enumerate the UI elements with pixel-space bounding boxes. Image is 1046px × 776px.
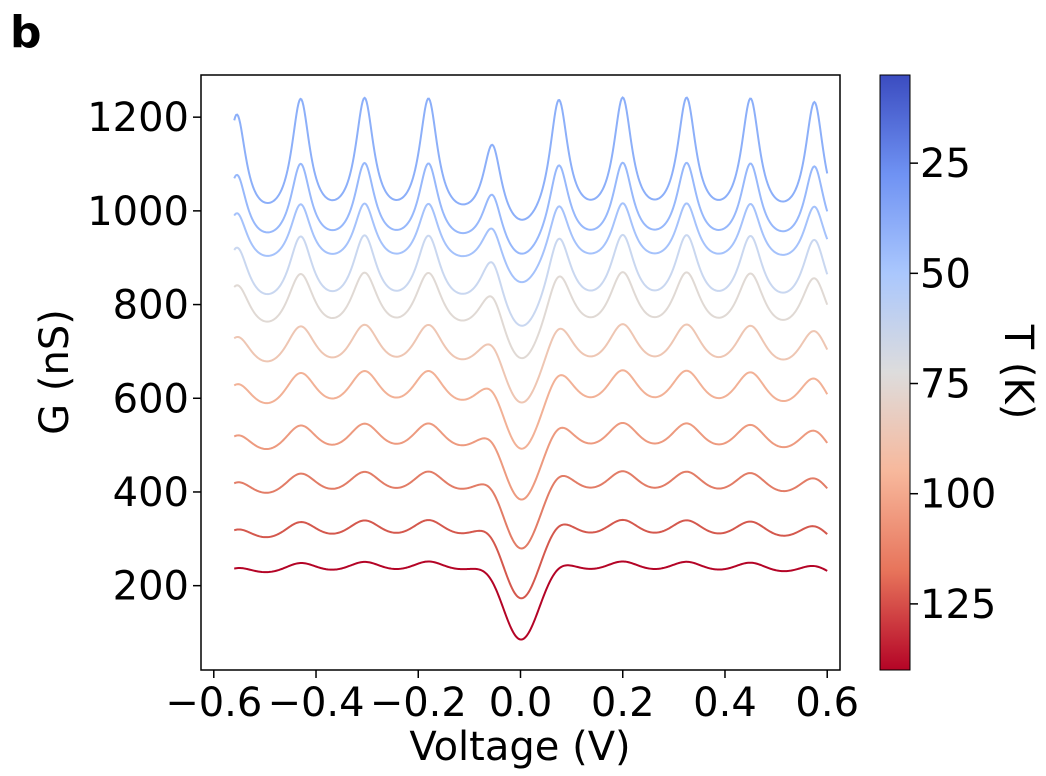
y-tick-label: 400 — [113, 470, 189, 516]
y-tick-label: 600 — [113, 376, 189, 422]
y-tick-label: 1000 — [87, 189, 189, 235]
colorbar-tick-label: 75 — [920, 362, 971, 408]
y-tick-label: 200 — [113, 564, 189, 610]
colorbar-label: T (K) — [995, 324, 1041, 420]
x-tick-label: 0.2 — [591, 680, 655, 726]
x-tick-label: 0.4 — [693, 680, 757, 726]
series-lines — [233, 96, 829, 641]
series-line-115K — [233, 470, 828, 550]
y-tick-label: 800 — [113, 283, 189, 329]
series-line-13K — [233, 161, 829, 255]
x-tick-label: −0.6 — [165, 680, 262, 726]
series-line-60K — [233, 271, 829, 360]
y-tick-label: 1200 — [87, 95, 189, 141]
plot-area: −0.6 −0.4 −0.2 0.0 0.2 0.4 0.6 200 400 600 800 100… — [87, 74, 859, 726]
series-line-25K — [233, 202, 829, 284]
colorbar-tick-label: 100 — [920, 472, 996, 518]
plot-frame — [200, 74, 841, 671]
y-axis-label: G (nS) — [32, 309, 78, 435]
x-tick-label: −0.4 — [267, 680, 364, 726]
series-line-102K — [233, 421, 829, 501]
x-axis-ticks: −0.6 −0.4 −0.2 0.0 0.2 0.4 0.6 — [165, 670, 859, 726]
x-axis-label: Voltage (V) — [409, 724, 630, 770]
colorbar: 25 50 75 100 125 T (K) — [879, 74, 1041, 671]
series-line-138K — [234, 560, 828, 641]
colorbar-tick-label: 50 — [920, 251, 971, 297]
x-tick-label: 0.0 — [489, 680, 553, 726]
colorbar-tick-label: 25 — [920, 141, 971, 187]
series-line-5K — [233, 96, 829, 221]
colorbar-ticks: 25 50 75 100 125 — [910, 141, 996, 628]
x-tick-label: 0.6 — [795, 680, 859, 726]
panel-label: b — [10, 7, 42, 58]
x-tick-label: −0.2 — [370, 680, 467, 726]
y-axis-ticks: 200 400 600 800 1000 1200 — [87, 95, 201, 610]
series-line-125K — [233, 518, 828, 600]
series-line-75K — [233, 323, 829, 404]
series-line-90K — [233, 369, 829, 450]
colorbar-tick-label: 125 — [920, 582, 996, 628]
series-line-45K — [233, 233, 829, 327]
colorbar-gradient — [879, 74, 911, 671]
